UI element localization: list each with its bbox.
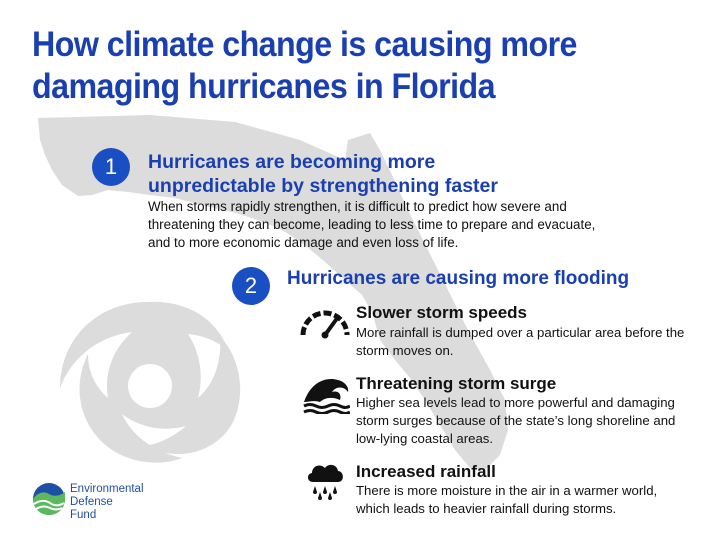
wave-icon bbox=[303, 378, 350, 414]
rain-cloud-icon bbox=[307, 464, 343, 500]
logo-line-2: Defense bbox=[70, 496, 113, 508]
section-1-heading: Hurricanes are becoming more unpredictab… bbox=[148, 151, 498, 197]
speedometer-icon bbox=[300, 310, 350, 339]
edf-logo-icon bbox=[33, 483, 65, 515]
item-1-body: More rainfall is dumped over a particula… bbox=[356, 325, 685, 358]
item-1-title: Slower storm speeds bbox=[356, 303, 528, 322]
logo-line-3: Fund bbox=[70, 509, 97, 521]
hurricane-symbol bbox=[60, 301, 241, 463]
item-3-title: Increased rainfall bbox=[356, 462, 496, 481]
item-3-body: There is more moisture in the air in a w… bbox=[356, 483, 658, 516]
logo-line-1: Environmental bbox=[70, 483, 144, 495]
section-1-number-badge: 1 bbox=[92, 148, 130, 186]
section-2-heading: Hurricanes are causing more flooding bbox=[287, 268, 630, 289]
item-2-body: Higher sea levels lead to more powerful … bbox=[356, 395, 676, 446]
florida-silhouette bbox=[38, 115, 508, 470]
section-1-body: When storms rapidly strengthen, it is di… bbox=[148, 199, 596, 250]
section-2-number-badge: 2 bbox=[232, 267, 270, 305]
page-title: How climate change is causing more damag… bbox=[32, 25, 577, 106]
item-2-title: Threatening storm surge bbox=[356, 374, 557, 393]
